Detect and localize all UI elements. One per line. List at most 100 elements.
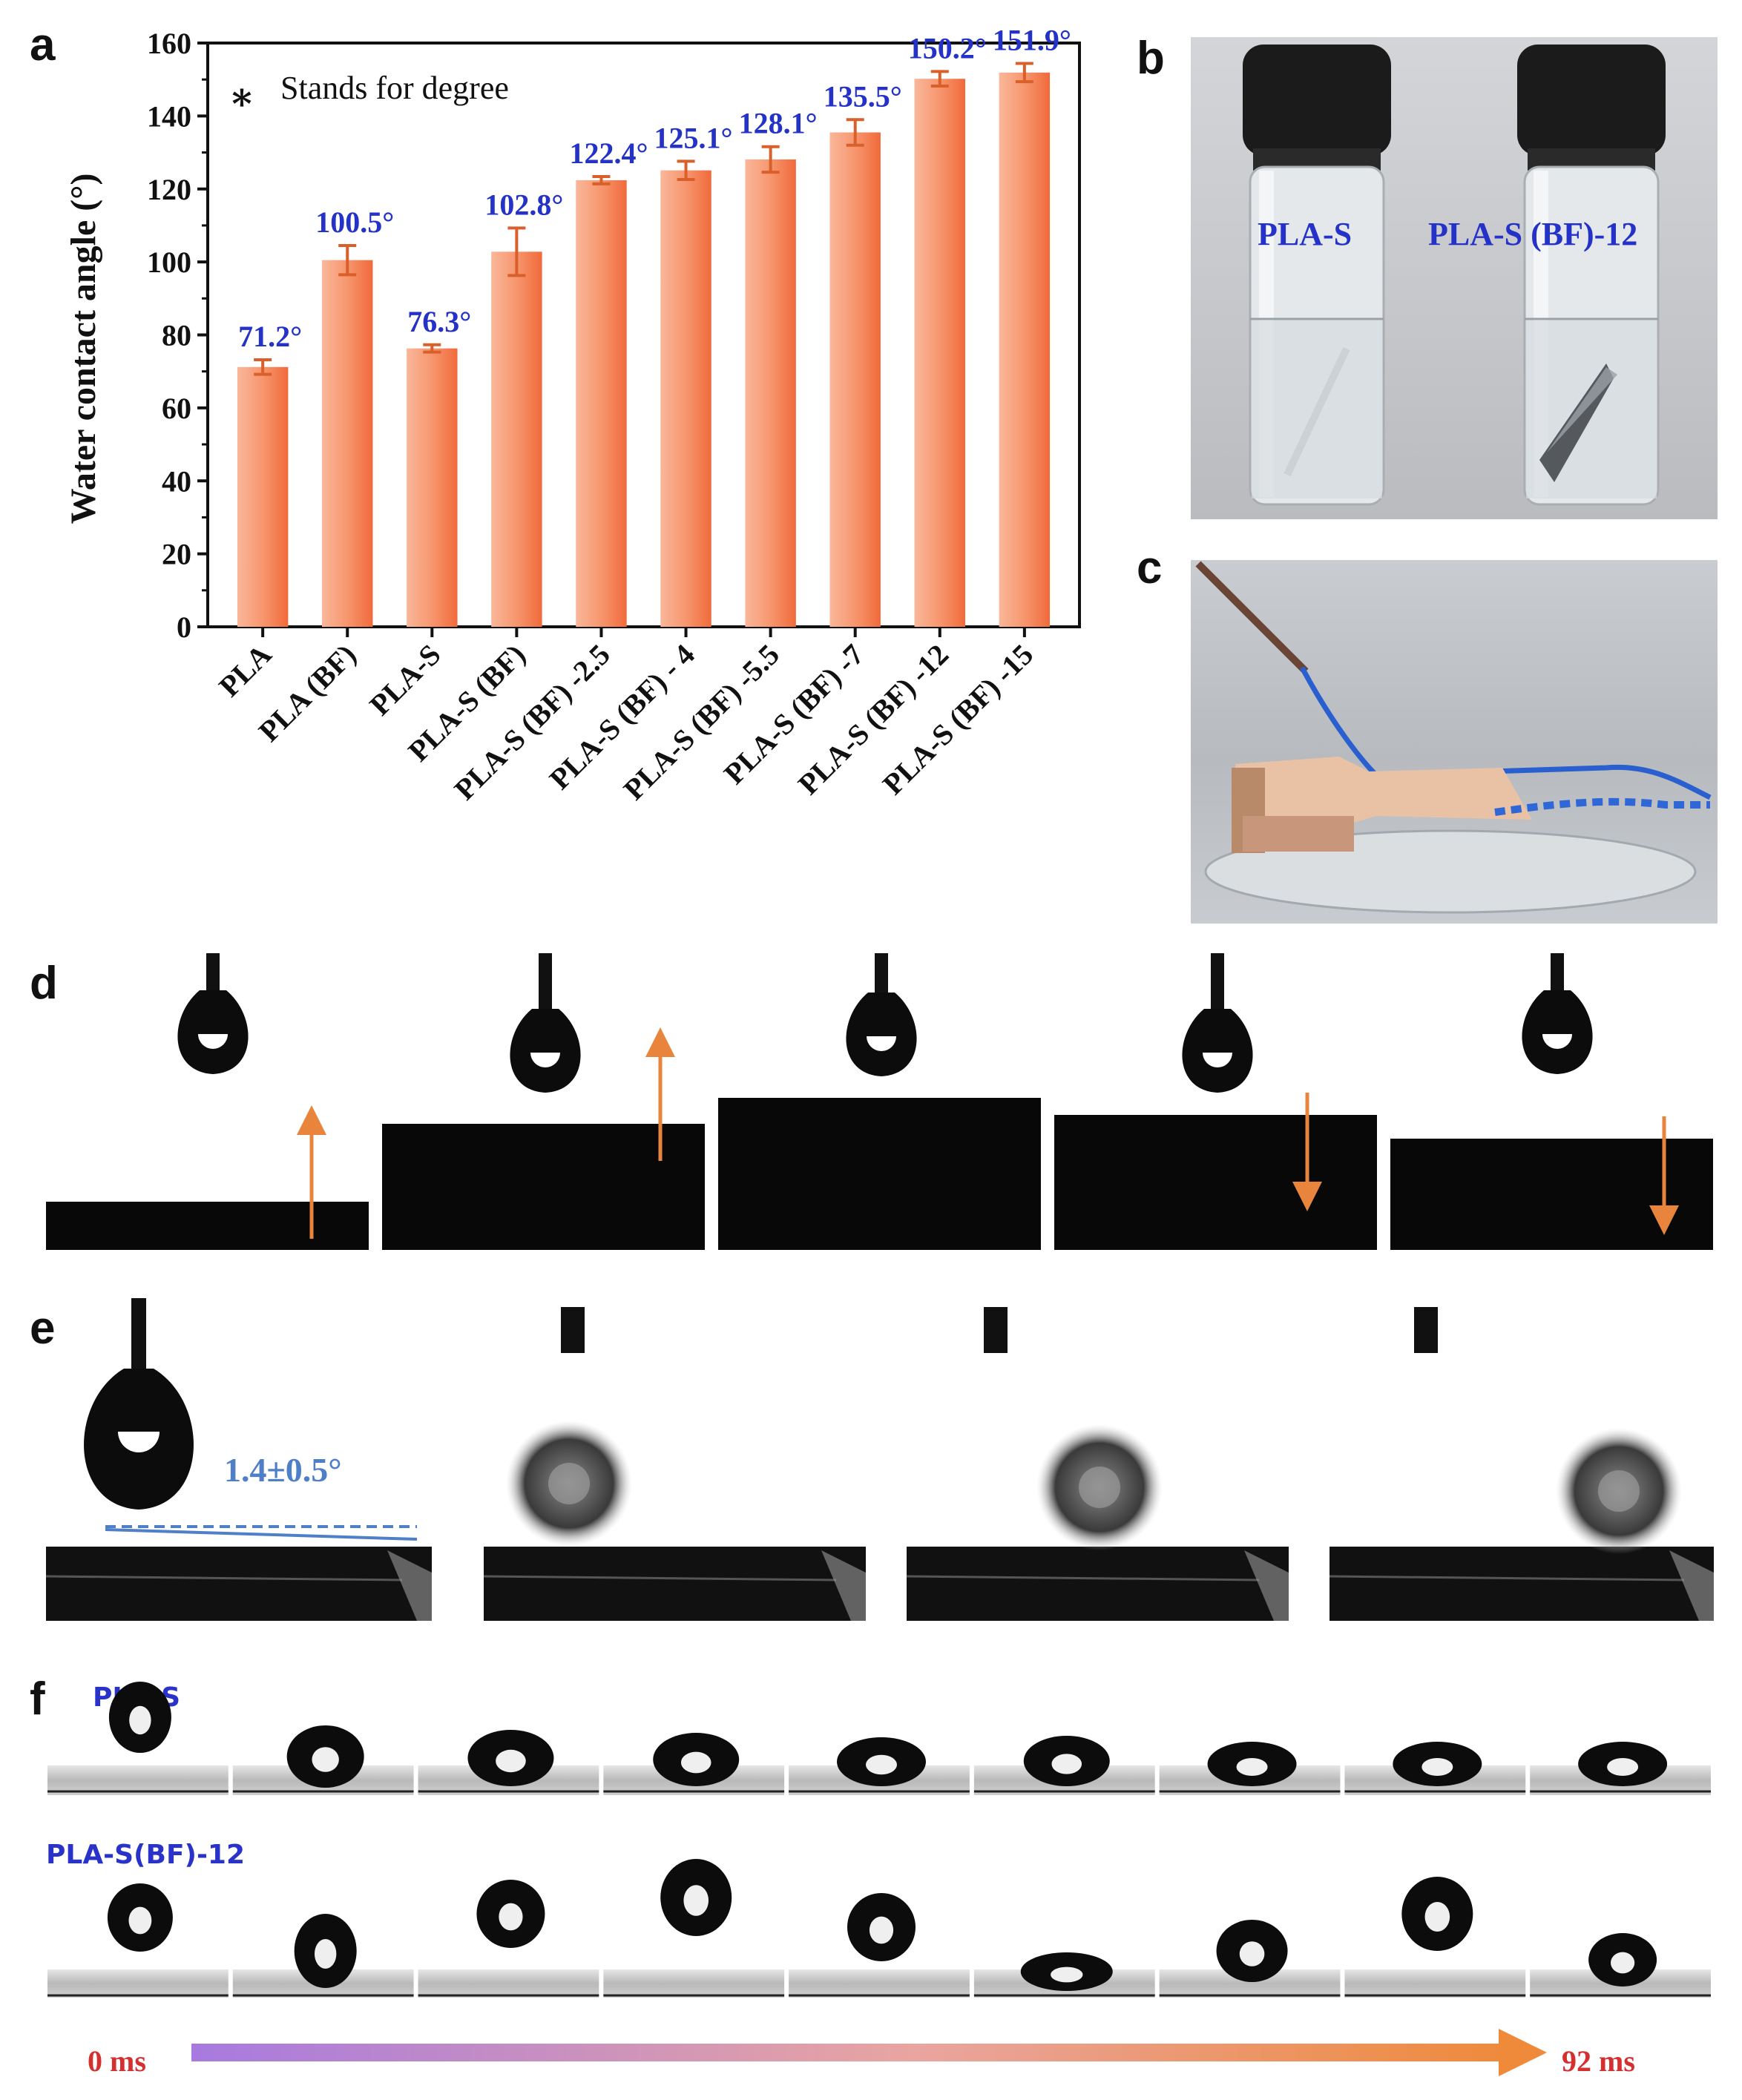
- bar: [829, 132, 881, 627]
- bounce-frame-row1: [232, 1725, 414, 1795]
- data-label: 125.1°: [654, 121, 733, 154]
- substrate: [484, 1547, 866, 1621]
- droplet-highlight: [866, 1754, 897, 1775]
- droplet-highlight: [1607, 1758, 1639, 1776]
- y-tick-label: 60: [162, 392, 191, 425]
- bounce-frame-row1: [418, 1730, 599, 1795]
- roll-frame: [483, 1307, 866, 1621]
- needle: [131, 1298, 146, 1372]
- bounce-time-sequence: [47, 1682, 1711, 2076]
- bounce-frame-row2: [1344, 1877, 1526, 1998]
- roll-frame: [45, 1298, 432, 1621]
- bounce-frame-row1: [1344, 1742, 1526, 1795]
- y-tick-label: 20: [162, 538, 191, 571]
- droplet-approach-sequence: [46, 953, 1713, 1250]
- droplet-core: [1079, 1467, 1120, 1508]
- surface: [1344, 1969, 1526, 1998]
- x-tick-label: PLA-S (BF) -12: [792, 638, 955, 801]
- bounce-frame-row1: [1159, 1742, 1341, 1795]
- substrate: [718, 1098, 1041, 1250]
- substrate-tip: [1669, 1550, 1714, 1621]
- data-label: 76.3°: [407, 305, 471, 338]
- droplet-highlight: [1051, 1754, 1082, 1774]
- surface: [47, 1969, 229, 1998]
- droplet-highlight: [683, 1885, 709, 1916]
- substrate-edge: [483, 1575, 837, 1581]
- x-tick-label: PLA-S: [363, 638, 447, 723]
- data-label: 150.2°: [908, 31, 987, 65]
- substrate: [46, 1547, 432, 1621]
- approach-frame: [1390, 953, 1713, 1250]
- bounce-frame-row1: [789, 1737, 970, 1795]
- approach-frame: [46, 953, 369, 1250]
- x-tick-label: PLA: [212, 637, 277, 702]
- droplet-highlight: [680, 1751, 711, 1774]
- y-tick-label: 80: [162, 319, 191, 352]
- panel-letter-c: c: [1137, 542, 1163, 593]
- substrate-edge: [906, 1575, 1260, 1581]
- surface: [418, 1969, 599, 1998]
- droplet-core: [548, 1463, 590, 1504]
- water-stream-photo: [1191, 560, 1718, 924]
- approach-frame: [718, 953, 1041, 1250]
- substrate-edge: [1329, 1575, 1685, 1581]
- substrate: [46, 1202, 369, 1250]
- bounce-frame-row2: [789, 1893, 970, 1998]
- bar: [322, 260, 373, 627]
- y-tick-label: 100: [147, 246, 191, 279]
- x-tick-label: PLA-S (BF) -2.5: [447, 638, 616, 806]
- droplet-highlight: [314, 1939, 337, 1969]
- needle: [984, 1307, 1008, 1353]
- substrate: [1329, 1547, 1714, 1621]
- substrate-tip: [1244, 1550, 1289, 1621]
- droplet-highlight: [118, 1432, 160, 1452]
- annotation-star: ∗: [229, 76, 255, 119]
- surface: [789, 1969, 970, 1998]
- approach-frame: [1054, 953, 1377, 1250]
- vials-illustration: [1243, 45, 1666, 506]
- droplet-highlight: [499, 1903, 523, 1931]
- panel-letter-d: d: [30, 958, 58, 1009]
- droplet-highlight: [1203, 1053, 1232, 1067]
- droplet-highlight: [1239, 1941, 1265, 1966]
- panel-letter-a: a: [30, 19, 56, 70]
- droplet-highlight: [1424, 1902, 1450, 1932]
- time-end-label: 92 ms: [1562, 2044, 1635, 2078]
- annotation-text: Stands for degree: [280, 70, 509, 106]
- tilt-angle-label: 1.4±0.5°: [224, 1451, 342, 1489]
- water-droplet: [510, 1009, 581, 1093]
- data-label: 100.5°: [315, 205, 394, 239]
- needle: [1414, 1307, 1438, 1353]
- data-label: 128.1°: [739, 107, 818, 140]
- x-tick-label: PLA-S (BF) - 4: [543, 638, 701, 796]
- vials-photo: PLA-S PLA-S (BF)-12: [1191, 37, 1718, 519]
- bounce-frame-row1: [1530, 1742, 1711, 1795]
- bar: [660, 170, 711, 627]
- droplet-highlight: [1051, 1966, 1083, 1983]
- droplet-highlight: [867, 1036, 896, 1051]
- x-tick-label: PLA-S (BF) -15: [876, 638, 1039, 801]
- needle: [561, 1307, 585, 1353]
- bounce-frame-row2: [603, 1859, 785, 1998]
- panel-letter-e: e: [30, 1303, 56, 1354]
- droplet-highlight: [1236, 1758, 1268, 1776]
- surface: [47, 1765, 229, 1795]
- panel-letter-f: f: [30, 1673, 45, 1725]
- panel-letter-b: b: [1137, 33, 1165, 84]
- y-tick-label: 160: [147, 27, 191, 60]
- substrate: [382, 1124, 705, 1250]
- substrate-tip: [387, 1550, 432, 1621]
- y-axis-label: Water contact angle (°): [64, 174, 103, 524]
- bar: [999, 72, 1051, 628]
- row2-label: PLA-S(BF)-12: [46, 1840, 246, 1870]
- bounce-frame-row2: [1159, 1920, 1341, 1998]
- bar: [237, 366, 289, 627]
- droplet-highlight: [1542, 1034, 1572, 1049]
- needle: [539, 953, 552, 1024]
- tilt-line: [105, 1528, 418, 1541]
- bounce-frame-row2: [418, 1880, 599, 1998]
- bar: [745, 159, 796, 627]
- bar: [576, 180, 627, 627]
- droplet-highlight: [496, 1749, 526, 1773]
